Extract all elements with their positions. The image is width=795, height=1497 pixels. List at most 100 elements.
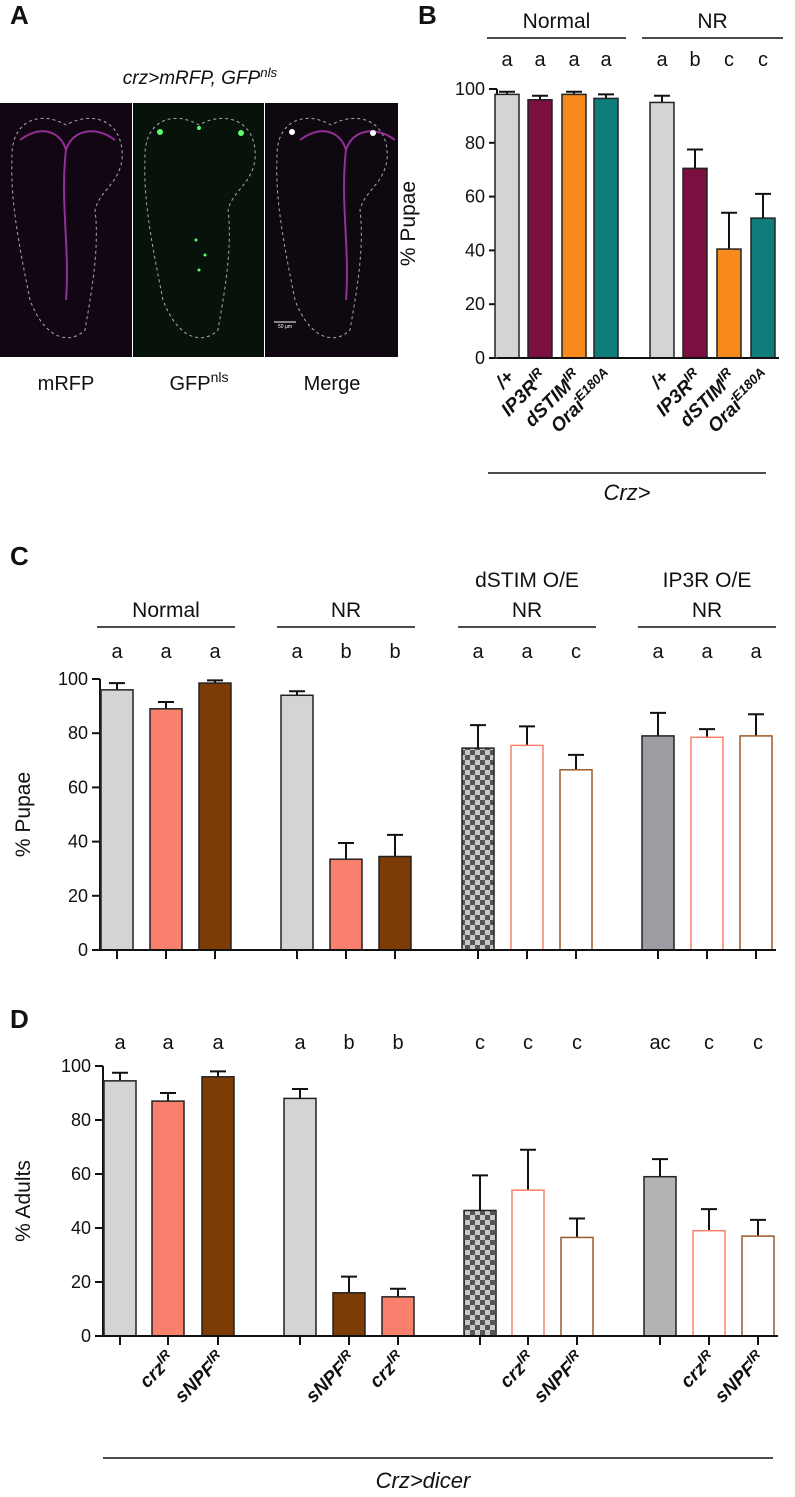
- bar: [643, 1175, 677, 1337]
- gfp-image: [133, 103, 264, 357]
- image-label: mRFP: [38, 373, 95, 395]
- significance-letter: a: [501, 49, 513, 71]
- y-axis-label: % Pupae: [12, 772, 35, 857]
- significance-letter: a: [294, 1032, 306, 1054]
- image-label-sup: nls: [211, 369, 229, 385]
- image-title: crz>mRFP, GFPnls: [123, 65, 278, 90]
- category-label: sNPFIR: [168, 1346, 229, 1407]
- bar: [494, 93, 520, 359]
- category-label-sup: E180A: [571, 364, 610, 403]
- bar: [739, 735, 773, 951]
- significance-letter: a: [291, 641, 303, 663]
- bar: [750, 217, 776, 359]
- error-bar: [472, 1174, 488, 1211]
- bar: [381, 1296, 415, 1337]
- error-bar: [158, 701, 174, 709]
- y-tick-label: 0: [78, 940, 88, 960]
- panel-letter: B: [418, 0, 437, 30]
- bar: [103, 1080, 137, 1337]
- error-bar: [341, 1275, 357, 1293]
- y-tick-label: 80: [465, 133, 485, 153]
- significance-letter: a: [162, 1032, 174, 1054]
- bar: [463, 1209, 497, 1337]
- bar: [329, 858, 363, 951]
- bar: [198, 682, 232, 951]
- footer-label: Crz>dicer: [376, 1468, 472, 1493]
- error-bar: [390, 1287, 406, 1297]
- y-tick-label: 60: [465, 187, 485, 207]
- error-bar: [755, 192, 771, 219]
- category-label: crzIR: [493, 1346, 539, 1392]
- error-bar: [470, 724, 486, 749]
- y-tick-label: 40: [71, 1218, 91, 1238]
- error-bar: [160, 1092, 176, 1102]
- bar: [461, 747, 495, 951]
- error-bar: [568, 753, 584, 770]
- bar: [527, 99, 553, 359]
- significance-letter: a: [652, 641, 664, 663]
- significance-letter: c: [572, 1032, 582, 1054]
- significance-letter: a: [472, 641, 484, 663]
- significance-letter: a: [114, 1032, 126, 1054]
- y-tick-label: 80: [71, 1110, 91, 1130]
- significance-letter: a: [600, 49, 612, 71]
- error-bar: [654, 94, 670, 103]
- bar: [641, 735, 675, 951]
- y-tick-label: 100: [61, 1056, 91, 1076]
- y-tick-label: 20: [71, 1272, 91, 1292]
- bar: [559, 769, 593, 951]
- y-tick-label: 20: [68, 886, 88, 906]
- bar: [593, 97, 619, 359]
- significance-letter: a: [656, 49, 668, 71]
- error-bar: [687, 148, 703, 169]
- image-title-main: crz>mRFP, GFP: [123, 68, 261, 89]
- significance-letter: a: [750, 641, 762, 663]
- category-label: crzIR: [363, 1346, 409, 1392]
- y-tick-label: 40: [465, 240, 485, 260]
- error-bar: [701, 1208, 717, 1231]
- bar: [201, 1076, 235, 1337]
- error-bar: [210, 1070, 226, 1077]
- image-title-sup: nls: [260, 65, 277, 80]
- image-label-main: GFP: [169, 373, 210, 395]
- error-bar: [387, 833, 403, 857]
- significance-letter: c: [753, 1032, 763, 1054]
- group-label: NR: [331, 599, 361, 622]
- y-tick-label: 40: [68, 832, 88, 852]
- significance-letter: b: [392, 1032, 403, 1054]
- significance-letter: c: [724, 49, 734, 71]
- y-tick-label: 0: [475, 348, 485, 368]
- significance-letter: a: [521, 641, 533, 663]
- bar: [561, 93, 587, 359]
- footer-label: Crz>: [603, 480, 650, 505]
- y-axis-label: % Pupae: [397, 181, 420, 266]
- y-tick-label: 60: [71, 1164, 91, 1184]
- image-label-main: Merge: [304, 373, 361, 395]
- error-bar: [519, 725, 535, 746]
- scale-bar-label: 50 µm: [278, 324, 292, 330]
- image-label: GFPnls: [169, 369, 228, 395]
- panel-letter: D: [10, 1004, 29, 1034]
- significance-letter: b: [343, 1032, 354, 1054]
- significance-letter: a: [568, 49, 580, 71]
- group-label: IP3R O/E: [663, 569, 752, 592]
- significance-letter: c: [758, 49, 768, 71]
- error-bar: [650, 711, 666, 736]
- bar: [649, 101, 675, 359]
- y-tick-label: 20: [465, 294, 485, 314]
- significance-letter: a: [160, 641, 172, 663]
- bar: [378, 855, 412, 951]
- error-bar: [721, 211, 737, 250]
- bar: [510, 744, 544, 951]
- bar: [741, 1235, 775, 1337]
- significance-letter: b: [389, 641, 400, 663]
- y-tick-label: 80: [68, 723, 88, 743]
- bar: [692, 1229, 726, 1337]
- y-tick-label: 60: [68, 777, 88, 797]
- significance-letter: c: [704, 1032, 714, 1054]
- y-axis-label: % Adults: [12, 1160, 35, 1242]
- category-label: sNPFIR: [299, 1346, 360, 1407]
- y-tick-label: 100: [58, 669, 88, 689]
- bar: [283, 1097, 317, 1337]
